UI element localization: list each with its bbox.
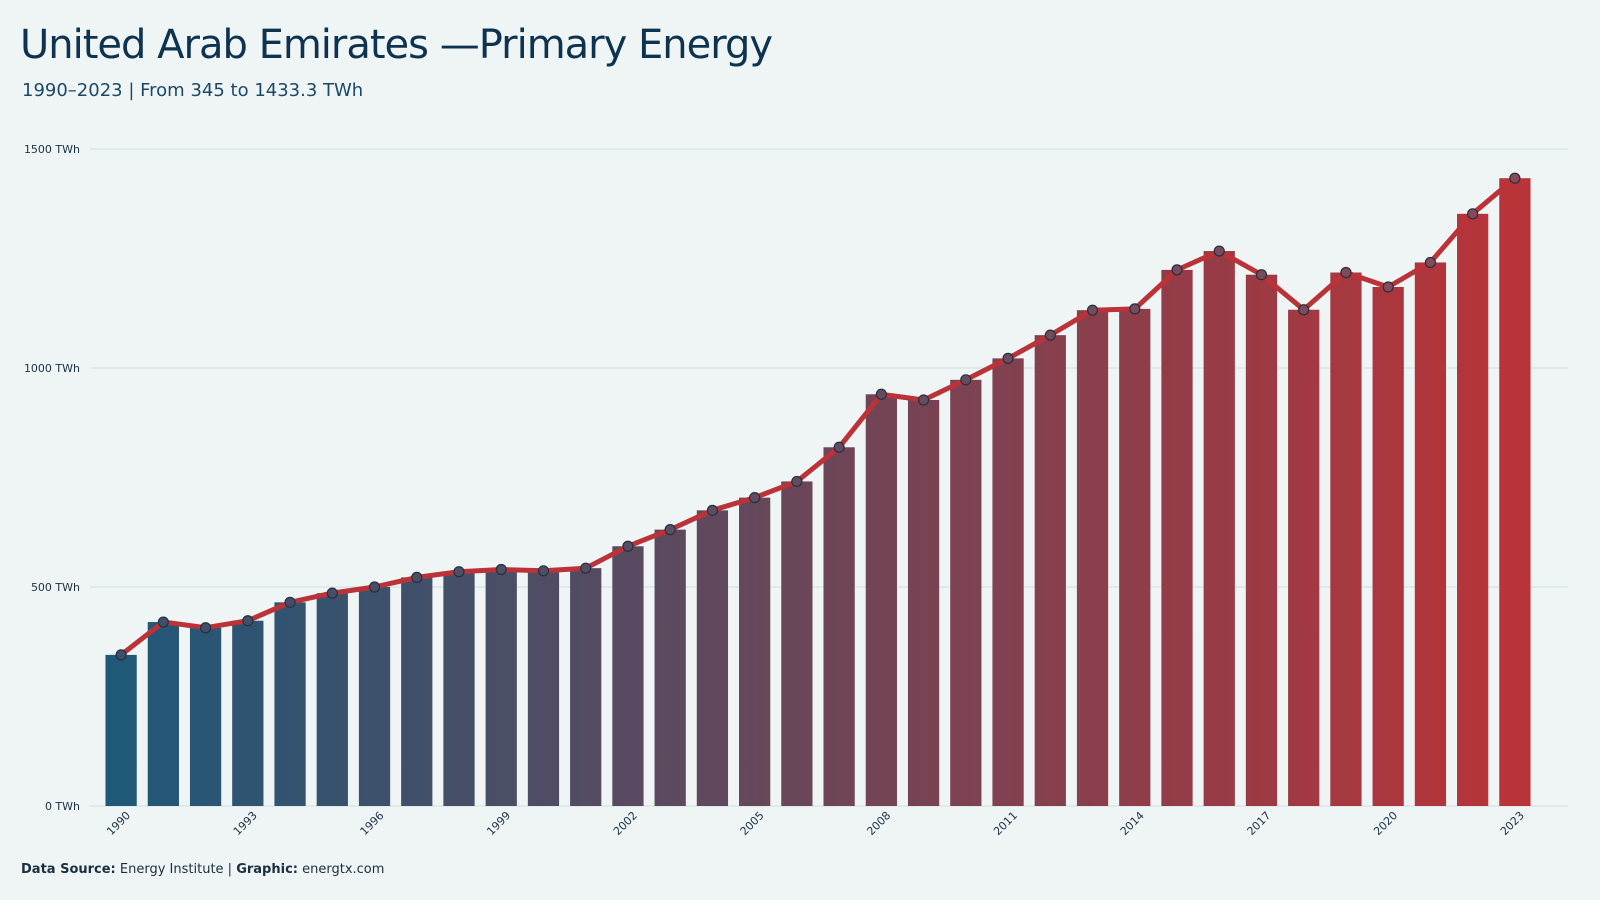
bar-2002 xyxy=(612,546,644,806)
graphic-value: energtx.com xyxy=(302,862,385,877)
bar-2012 xyxy=(1034,335,1066,806)
bar-2023 xyxy=(1499,178,1531,806)
marker-2018 xyxy=(1298,304,1310,316)
marker-1992 xyxy=(199,622,212,634)
x-tick-label-2005: 2005 xyxy=(738,809,767,838)
x-tick-label-2008: 2008 xyxy=(864,809,893,838)
bars xyxy=(105,178,1531,807)
bar-2013 xyxy=(1076,310,1109,806)
x-axis-ticks: 1990 1993 1996 1999 2002 2005 2008 2011 2014 2017… xyxy=(104,809,1527,838)
bar-2022 xyxy=(1457,213,1489,807)
x-tick-label-1999: 1999 xyxy=(484,809,513,838)
bar-1994 xyxy=(274,602,306,806)
x-tick-label-2023: 2023 xyxy=(1498,809,1527,838)
trend-line xyxy=(118,175,1518,658)
bar-2000 xyxy=(527,570,560,806)
marker-1997 xyxy=(411,571,423,583)
bar-1996 xyxy=(358,587,391,806)
marker-2008 xyxy=(875,388,887,400)
bar-1995 xyxy=(316,593,348,806)
y-tick-label-1500: 1500 TWh xyxy=(24,143,80,156)
marker-2014 xyxy=(1129,303,1141,315)
marker-2002 xyxy=(622,540,634,552)
marker-1995 xyxy=(326,587,338,599)
bar-2017 xyxy=(1245,274,1278,806)
bar-2006 xyxy=(781,481,813,806)
bar-1997 xyxy=(401,577,433,806)
marker-2010 xyxy=(960,374,972,386)
marker-2006 xyxy=(791,475,803,488)
marker-2007 xyxy=(833,441,845,453)
graphic-label: Graphic: xyxy=(236,862,298,877)
y-axis-ticks: 0 TWh 500 TWh 1000 TWh 1500 TWh xyxy=(24,143,80,813)
bar-1992 xyxy=(189,627,222,806)
source-label: Data Source: xyxy=(21,862,116,877)
marker-2011 xyxy=(1002,352,1014,364)
marker-2013 xyxy=(1086,304,1099,316)
bar-1998 xyxy=(443,571,475,806)
marker-2020 xyxy=(1382,281,1394,293)
bar-2010 xyxy=(950,379,982,806)
y-tick-label-0: 0 TWh xyxy=(45,800,80,813)
bar-2016 xyxy=(1203,251,1235,806)
marker-2016 xyxy=(1213,245,1225,257)
y-tick-label-1000: 1000 TWh xyxy=(24,362,80,375)
chart-title: United Arab Emirates —Primary Energy xyxy=(20,22,773,68)
marker-2000 xyxy=(537,565,550,577)
x-tick-label-2014: 2014 xyxy=(1118,809,1147,838)
marker-2003 xyxy=(664,524,676,536)
marker-2015 xyxy=(1171,264,1183,276)
x-tick-label-2011: 2011 xyxy=(991,809,1020,838)
marker-2019 xyxy=(1340,266,1352,279)
bar-2021 xyxy=(1414,262,1447,806)
bar-2018 xyxy=(1288,309,1320,806)
x-tick-label-2020: 2020 xyxy=(1371,809,1400,838)
marker-2005 xyxy=(749,492,761,504)
marker-2021 xyxy=(1424,256,1437,269)
marker-1991 xyxy=(157,616,169,628)
bar-1993 xyxy=(232,620,264,806)
marker-1993 xyxy=(242,615,254,627)
bar-2005 xyxy=(739,497,771,806)
marker-2001 xyxy=(580,562,592,574)
marker-2009 xyxy=(917,394,930,406)
bar-1990 xyxy=(105,654,137,806)
x-tick-label-1993: 1993 xyxy=(231,809,260,838)
marker-2004 xyxy=(706,504,719,516)
y-tick-label-500: 500 TWh xyxy=(31,581,80,594)
bar-1999 xyxy=(485,569,517,806)
marker-1990 xyxy=(115,649,127,661)
bar-2001 xyxy=(570,568,602,806)
marker-2017 xyxy=(1255,269,1268,281)
bar-2019 xyxy=(1330,272,1362,806)
bar-1991 xyxy=(147,622,179,806)
marker-1994 xyxy=(284,596,296,608)
bar-2015 xyxy=(1161,269,1193,806)
x-tick-label-2017: 2017 xyxy=(1245,809,1274,838)
x-tick-label-2002: 2002 xyxy=(611,809,640,838)
bar-2014 xyxy=(1119,308,1151,806)
marker-1996 xyxy=(368,581,381,593)
bar-2020 xyxy=(1372,286,1404,807)
bar-2007 xyxy=(823,447,855,806)
bar-2003 xyxy=(654,529,686,806)
markers xyxy=(115,172,1521,661)
marker-2022 xyxy=(1467,208,1479,220)
marker-2023 xyxy=(1509,172,1521,184)
chart-subtitle: 1990–2023 | From 345 to 1433.3 TWh xyxy=(22,80,364,101)
bar-2004 xyxy=(696,510,729,806)
marker-2012 xyxy=(1044,329,1056,341)
x-tick-label-1990: 1990 xyxy=(104,809,133,838)
trend-line-path xyxy=(118,175,1518,658)
x-tick-label-1996: 1996 xyxy=(358,809,387,838)
marker-1998 xyxy=(453,566,465,578)
bar-2011 xyxy=(992,358,1024,806)
bar-2009 xyxy=(907,399,940,806)
source-value: Energy Institute | xyxy=(119,862,233,877)
bar-2008 xyxy=(865,394,897,806)
footer-credits: Data Source: Energy Institute | Graphic:… xyxy=(21,862,384,877)
marker-1999 xyxy=(495,563,507,576)
